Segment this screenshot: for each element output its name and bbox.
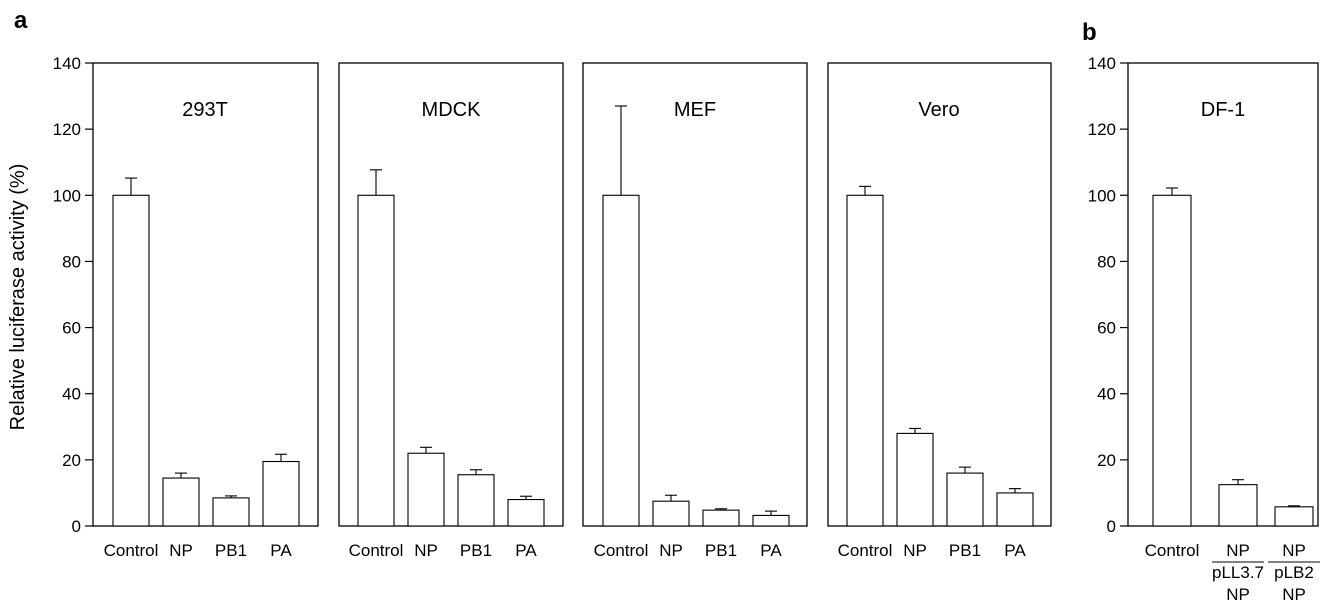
- category-label: pLL3.7: [1212, 563, 1264, 582]
- panel-title: DF-1: [1201, 99, 1245, 121]
- y-tick-label: 80: [1097, 252, 1116, 271]
- panel-df1: DF-1 Control NP pLL3.7 NP NP pLB2 NP: [1127, 62, 1320, 604]
- y-tick-label: 40: [1097, 385, 1116, 404]
- bar: [507, 498, 545, 527]
- panel-vero: Vero Control NP PB1 PA: [827, 62, 1052, 560]
- panel-frame: [338, 62, 564, 527]
- category-labels: Control NP PB1 PA: [104, 541, 293, 560]
- bar: [946, 472, 984, 527]
- panel-293t: 293T Control NP PB1 PA: [92, 62, 319, 560]
- category-labels: Control NP PB1 PA: [349, 541, 538, 560]
- y-tick-label: 0: [1107, 517, 1116, 536]
- category-label: NP: [169, 541, 193, 560]
- y-tick-label: 20: [62, 451, 81, 470]
- category-label: PB1: [949, 541, 981, 560]
- panel-title: MDCK: [422, 99, 482, 121]
- y-axis-b: 0 20 40 60 80 100 120 140: [1088, 54, 1128, 536]
- bar: [1152, 194, 1192, 527]
- bar: [896, 432, 934, 527]
- y-tick-label: 0: [72, 517, 81, 536]
- category-label: PB1: [215, 541, 247, 560]
- panel-frame: [582, 62, 808, 527]
- y-tick-label: 80: [62, 252, 81, 271]
- category-label: PB1: [460, 541, 492, 560]
- category-label: PB1: [705, 541, 737, 560]
- category-label: PA: [760, 541, 782, 560]
- category-label: NP: [903, 541, 927, 560]
- bar: [996, 492, 1034, 527]
- category-label: Control: [349, 541, 404, 560]
- category-label: Control: [838, 541, 893, 560]
- panel-mdck: MDCK Control NP PB1 PA: [338, 62, 564, 560]
- y-axis-a: 0 20 40 60 80 100 120 140: [53, 54, 93, 536]
- category-label: NP: [1282, 541, 1306, 560]
- category-label: Control: [104, 541, 159, 560]
- bar: [1218, 484, 1258, 527]
- category-labels: Control NP PB1 PA: [594, 541, 783, 560]
- panel-frame: [827, 62, 1052, 527]
- bar: [652, 500, 690, 527]
- bars: [112, 177, 300, 527]
- bars: [1152, 187, 1314, 527]
- panel-title: MEF: [674, 99, 716, 121]
- category-labels: Control NP PB1 PA: [838, 541, 1027, 560]
- bar: [702, 509, 740, 527]
- bar: [752, 514, 790, 527]
- category-label: PA: [515, 541, 537, 560]
- bars: [846, 185, 1034, 527]
- category-label: NP: [1226, 541, 1250, 560]
- bar: [162, 477, 200, 527]
- panel-label-b: b: [1082, 19, 1097, 46]
- y-tick-label: 40: [62, 385, 81, 404]
- category-label: NP: [414, 541, 438, 560]
- bar: [602, 194, 640, 527]
- category-labels: Control NP pLL3.7 NP NP pLB2 NP: [1145, 541, 1320, 604]
- y-tick-label: 100: [1088, 186, 1116, 205]
- y-tick-label: 20: [1097, 451, 1116, 470]
- category-label: Control: [1145, 541, 1200, 560]
- y-tick-label: 60: [62, 319, 81, 338]
- y-tick-label: 120: [1088, 120, 1116, 139]
- bar: [357, 194, 395, 527]
- category-label: NP: [1226, 585, 1250, 604]
- y-axis-label: Relative luciferase activity (%): [7, 164, 29, 431]
- y-tick-label: 120: [53, 120, 81, 139]
- panel-label-a: a: [14, 7, 28, 34]
- y-tick-label: 100: [53, 186, 81, 205]
- category-label: NP: [1282, 585, 1306, 604]
- panel-title: Vero: [918, 99, 959, 121]
- bar: [112, 194, 150, 527]
- category-label: PA: [270, 541, 292, 560]
- bar: [846, 194, 884, 527]
- bars: [357, 169, 545, 527]
- bar: [212, 497, 250, 527]
- panel-title: 293T: [182, 99, 228, 121]
- bar: [262, 460, 300, 527]
- bar: [457, 474, 495, 527]
- panel-mef: MEF Control NP PB1 PA: [582, 62, 808, 560]
- bars: [602, 105, 790, 527]
- y-tick-label: 140: [53, 54, 81, 73]
- bar: [407, 452, 445, 527]
- category-label: pLB2: [1274, 563, 1314, 582]
- category-label: PA: [1004, 541, 1026, 560]
- category-label: Control: [594, 541, 649, 560]
- category-label: NP: [659, 541, 683, 560]
- y-tick-label: 60: [1097, 319, 1116, 338]
- y-tick-label: 140: [1088, 54, 1116, 73]
- bar: [1274, 506, 1314, 527]
- panel-frame: [92, 62, 319, 527]
